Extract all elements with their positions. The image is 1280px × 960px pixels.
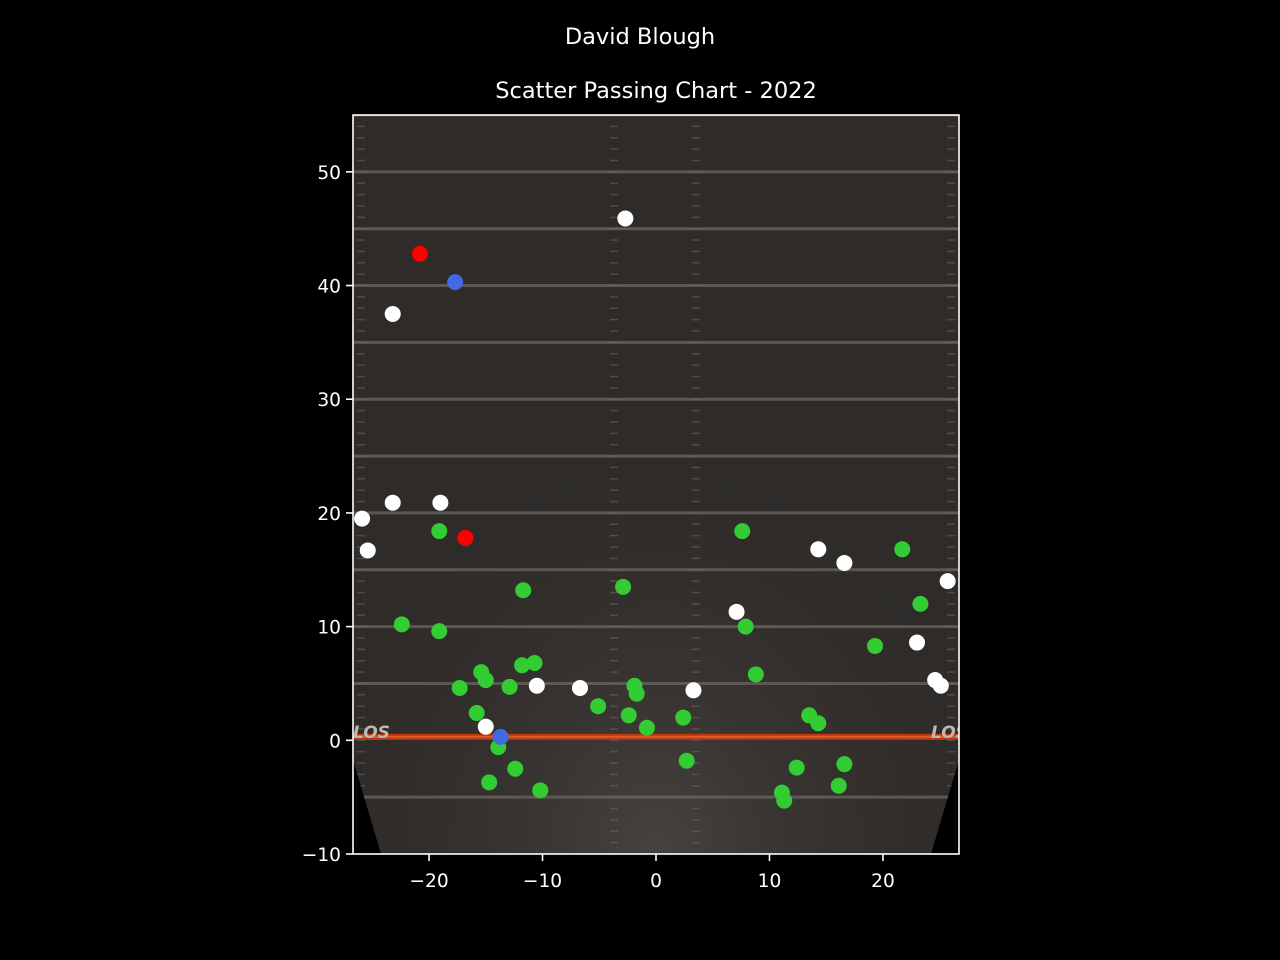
los-label-left: LOS: [353, 723, 390, 743]
scatter-point: [737, 618, 754, 635]
scatter-point: [734, 523, 751, 540]
scatter-point: [932, 677, 949, 694]
scatter-point: [685, 682, 702, 699]
scatter-point: [432, 494, 449, 511]
scatter-point: [810, 541, 827, 558]
scatter-point: [571, 680, 588, 697]
scatter-point: [532, 782, 549, 799]
scatter-point: [620, 707, 637, 724]
y-tick-label: 10: [317, 618, 341, 639]
scatter-point: [457, 529, 474, 546]
scatter-point: [912, 595, 929, 612]
los-labels: LOS LOS: [353, 723, 968, 743]
y-axis: −10 0 10 20 30 40 50: [302, 163, 353, 866]
x-tick-label: 10: [758, 871, 782, 892]
scatter-point: [590, 698, 607, 715]
los-label-right: LOS: [931, 723, 968, 743]
scatter-point: [468, 705, 485, 722]
scatter-point: [515, 582, 532, 599]
perspective-corners: [353, 760, 959, 854]
corner-left: [353, 760, 381, 854]
scatter-point: [939, 573, 956, 590]
y-tick-label: 50: [317, 163, 341, 184]
scatter-point: [431, 523, 448, 540]
scatter-point: [810, 715, 827, 732]
scatter-point: [477, 718, 494, 735]
scatter-point: [393, 616, 410, 633]
scatter-point: [615, 578, 632, 595]
scatter-point: [909, 634, 926, 651]
scatter-point: [359, 542, 376, 559]
scatter-point: [411, 245, 428, 262]
scatter-point: [354, 510, 371, 527]
chart-title: Scatter Passing Chart - 2022: [495, 78, 817, 104]
y-tick-label: −10: [302, 845, 341, 866]
y-tick-label: 40: [317, 277, 341, 298]
scatter-point: [836, 554, 853, 571]
scatter-point: [830, 777, 847, 794]
scatter-point: [431, 623, 448, 640]
scatter-point: [747, 666, 764, 683]
x-tick-label: 20: [871, 871, 895, 892]
y-tick-label: 20: [317, 504, 341, 525]
scatter-point: [481, 774, 498, 791]
scatter-point: [836, 756, 853, 773]
scatter-point: [526, 654, 543, 671]
corner-right: [931, 760, 959, 854]
scatter-point: [617, 210, 634, 227]
scatter-point: [776, 792, 793, 809]
y-tick-label: 30: [317, 390, 341, 411]
scatter-point: [728, 603, 745, 620]
scatter-point: [678, 752, 695, 769]
scatter-point: [638, 719, 655, 736]
scatter-point: [477, 672, 494, 689]
scatter-point: [514, 657, 531, 674]
field-glow: [353, 115, 959, 854]
scatter-point: [507, 760, 524, 777]
scatter-point: [894, 541, 911, 558]
plot-area: LOS LOS: [353, 115, 968, 854]
y-tick-label: 0: [329, 731, 341, 752]
x-tick-label: 0: [650, 871, 662, 892]
x-tick-label: −10: [523, 871, 562, 892]
scatter-point: [384, 494, 401, 511]
x-tick-label: −20: [409, 871, 448, 892]
scatter-point: [384, 305, 401, 322]
scatter-point: [788, 759, 805, 776]
scatter-point: [628, 685, 645, 702]
scatter-point: [867, 637, 884, 654]
scatter-point: [675, 709, 692, 726]
scatter-point: [492, 728, 509, 745]
x-axis: −20 −10 0 10 20: [409, 854, 895, 892]
scatter-point: [451, 680, 468, 697]
chart-suptitle: David Blough: [565, 24, 715, 50]
scatter-point: [501, 678, 518, 695]
scatter-point: [447, 274, 464, 291]
scatter-point: [528, 677, 545, 694]
data-points: [354, 210, 956, 809]
